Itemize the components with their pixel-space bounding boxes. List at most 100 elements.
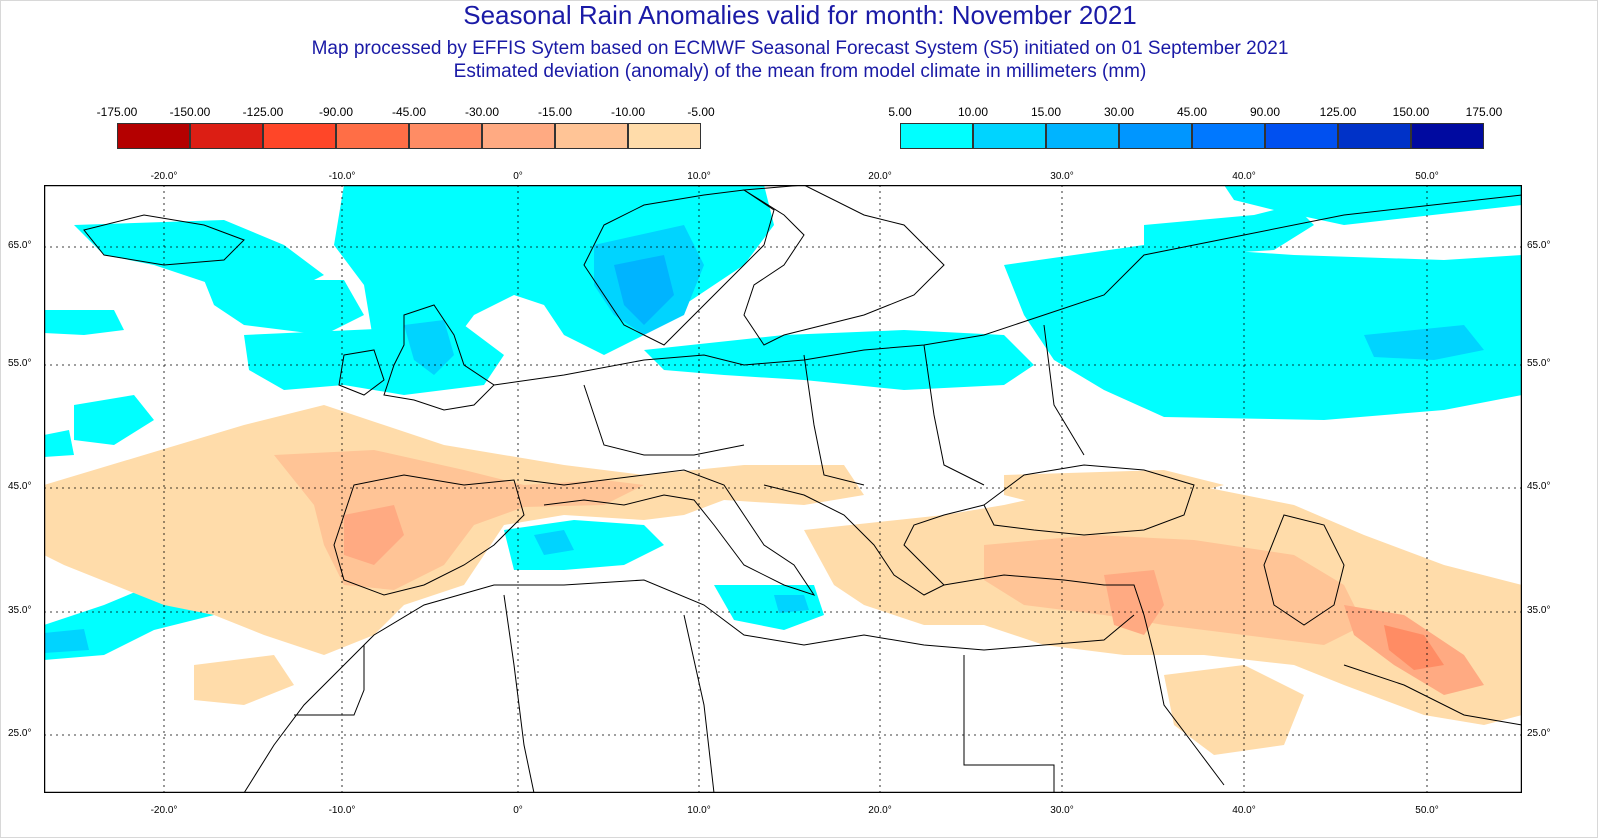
legend-positive-swatch [973, 123, 1046, 149]
border-europe-4 [1043, 324, 1085, 456]
longitude-label-top: 0° [513, 171, 523, 182]
coastline-ireland [338, 349, 385, 396]
coastline-iceland [83, 214, 245, 266]
longitude-label-top: 50.0° [1415, 171, 1439, 182]
dry-area-levant [1104, 570, 1164, 635]
map-subtitle-units: Estimated deviation (anomaly) of the mea… [453, 61, 1147, 82]
latitude-label-left: 55.0° [8, 358, 32, 369]
border-europe-1 [583, 384, 745, 456]
coastline-black-sea [983, 464, 1195, 536]
wet-area-uk [244, 325, 504, 395]
longitude-label-top: 40.0° [1232, 171, 1256, 182]
latitude-label-right: 25.0° [1527, 728, 1551, 739]
longitude-label-top: 30.0° [1050, 171, 1074, 182]
coastline-persian-gulf [1343, 664, 1522, 726]
border-africa-2 [503, 594, 535, 793]
legend-positive-tick: 125.00 [1319, 105, 1357, 119]
legend-negative-tick: -125.00 [242, 105, 284, 119]
legend-negative-swatch [628, 123, 701, 149]
legend-positive-tick: 30.00 [1103, 105, 1135, 119]
legend-positive-tick: 15.00 [1030, 105, 1062, 119]
longitude-label-bottom: 0° [513, 805, 523, 816]
dry-area-turkey [984, 535, 1364, 645]
legend-positive-swatch [1046, 123, 1119, 149]
legend-negative-tick: -175.00 [96, 105, 138, 119]
wet-area-kola [1144, 205, 1314, 255]
latitude-label-right: 45.0° [1527, 481, 1551, 492]
wet-area-north-atlantic [74, 220, 324, 295]
legend-positive-swatch [900, 123, 973, 149]
border-africa-1 [294, 645, 365, 716]
wet-area-atlantic-southwest-core [44, 629, 89, 653]
wet-area-balearic-core [534, 530, 574, 555]
wet-area-scotland [404, 320, 454, 375]
dry-area-canaries [194, 655, 294, 705]
longitude-label-top: 20.0° [868, 171, 892, 182]
border-africa-4 [963, 655, 1055, 793]
map-border [44, 185, 1522, 793]
legend-negative-tick: -30.00 [464, 105, 500, 119]
wet-area-barents [1224, 185, 1522, 225]
coastline-sweden-finland [742, 185, 945, 346]
wet-area-sicily-core [774, 595, 809, 613]
coastline-norway [583, 189, 775, 346]
wet-area-atlantic-mid [74, 395, 154, 445]
border-europe-2 [803, 354, 865, 486]
legend-negative-swatch [555, 123, 628, 149]
coastline-turkey-levant [943, 574, 1225, 786]
legend-positive-tick: 90.00 [1249, 105, 1281, 119]
longitude-label-bottom: -20.0° [150, 805, 178, 816]
latitude-label-right: 55.0° [1527, 358, 1551, 369]
wet-area-iceland-south [204, 280, 364, 335]
legend-positive-swatch [1338, 123, 1411, 149]
coastline-caspian [1263, 514, 1345, 626]
dry-area-iran-core [1384, 625, 1444, 670]
dry-area-caspian [1004, 470, 1224, 505]
coastline-france-italy [523, 469, 816, 596]
legend-negative-tick: -90.00 [318, 105, 354, 119]
wet-area-baltic [644, 330, 1034, 390]
map-title: Seasonal Rain Anomalies valid for month:… [463, 0, 1137, 30]
anomaly-map [44, 185, 1522, 793]
legend-negative-tick: -15.00 [537, 105, 573, 119]
legend-positive-swatch [1192, 123, 1265, 149]
longitude-label-bottom: 10.0° [687, 805, 711, 816]
negative-anomaly-areas [44, 405, 1522, 755]
legend-positive-tick: 45.00 [1176, 105, 1208, 119]
longitude-label-bottom: 40.0° [1232, 805, 1256, 816]
latitude-label-right: 65.0° [1527, 240, 1551, 251]
legend-positive-swatch [1265, 123, 1338, 149]
latitude-label-right: 35.0° [1527, 605, 1551, 616]
coastline-uk [383, 304, 495, 411]
wet-area-russia-core [1364, 325, 1484, 360]
latitude-label-left: 45.0° [8, 481, 32, 492]
dry-area-iberia-core [344, 505, 404, 565]
longitude-label-bottom: 30.0° [1050, 805, 1074, 816]
legend-negative-swatch [117, 123, 190, 149]
map-subtitle-source: Map processed by EFFIS Sytem based on EC… [311, 38, 1289, 59]
legend-positive-swatch [1119, 123, 1192, 149]
legend-positive-tick: 175.00 [1465, 105, 1503, 119]
latitude-label-left: 35.0° [8, 605, 32, 616]
coastline-iberia [333, 474, 525, 596]
legend-negative-swatch [263, 123, 336, 149]
longitude-label-bottom: 50.0° [1415, 805, 1439, 816]
border-africa-3 [683, 614, 715, 793]
legend-negative-tick: -10.00 [610, 105, 646, 119]
dry-area-gulf [1164, 665, 1304, 755]
legend-positive-tick: 10.00 [957, 105, 989, 119]
positive-anomaly-areas [44, 185, 1522, 660]
longitude-label-bottom: -10.0° [328, 805, 356, 816]
coastlines [83, 185, 1522, 793]
coastline-north-africa [243, 579, 1135, 793]
legend-negative-tick: -5.00 [687, 105, 715, 119]
longitude-label-top: -10.0° [328, 171, 356, 182]
legend-positive-tick: 150.00 [1392, 105, 1430, 119]
legend-negative-swatch [336, 123, 409, 149]
coastline-balkans-greece [763, 484, 985, 596]
wet-area-scandinavia-max [614, 255, 674, 325]
legend-negative-tick: -45.00 [391, 105, 427, 119]
wet-area-atlantic-west [44, 310, 124, 335]
latitude-label-left: 25.0° [8, 728, 32, 739]
